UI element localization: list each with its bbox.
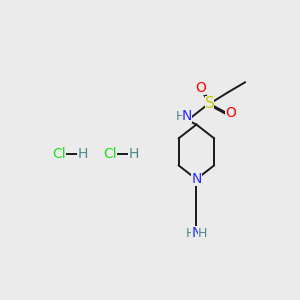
Text: H: H bbox=[185, 226, 195, 240]
Text: H: H bbox=[77, 147, 88, 161]
Text: N: N bbox=[182, 109, 192, 123]
Text: N: N bbox=[191, 172, 202, 186]
Text: O: O bbox=[195, 81, 206, 95]
Text: O: O bbox=[225, 106, 236, 120]
Text: Cl: Cl bbox=[103, 147, 117, 161]
Text: H: H bbox=[176, 110, 185, 123]
Text: H: H bbox=[128, 147, 139, 161]
Text: N: N bbox=[191, 226, 202, 240]
Text: H: H bbox=[198, 226, 207, 240]
Text: S: S bbox=[205, 96, 214, 111]
Text: Cl: Cl bbox=[52, 147, 66, 161]
